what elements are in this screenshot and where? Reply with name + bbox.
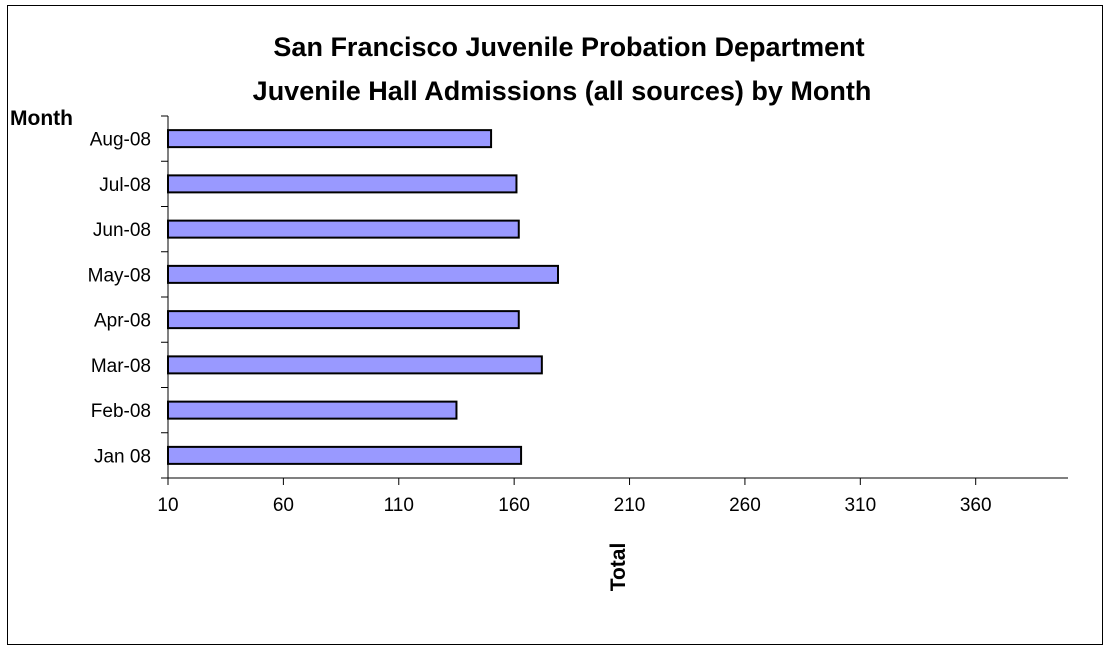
bar-may-08 bbox=[167, 264, 559, 284]
x-tick-label: 210 bbox=[614, 495, 646, 516]
bar-feb-08 bbox=[167, 400, 458, 420]
x-tick-labels: 10 60 110 160 210 260 310 360 bbox=[157, 495, 991, 516]
bar-apr-08 bbox=[167, 310, 520, 330]
y-tick-label: Feb-08 bbox=[91, 401, 151, 422]
x-tick-label: 60 bbox=[273, 495, 294, 516]
y-tick-label: Apr-08 bbox=[94, 311, 151, 332]
bar-mar-08 bbox=[167, 355, 543, 375]
chart-title-line-1: San Francisco Juvenile Probation Departm… bbox=[273, 32, 864, 62]
y-tick-label: Jul-08 bbox=[99, 175, 151, 196]
x-tick-label: 110 bbox=[384, 495, 414, 516]
y-tick-labels: Jan 08 Feb-08 Mar-08 Apr-08 May-08 Jun-08 Jul-… bbox=[88, 130, 151, 468]
y-tick-label: Jan 08 bbox=[94, 446, 151, 467]
x-tick-label: 360 bbox=[960, 495, 992, 516]
bar-jun-08 bbox=[167, 219, 520, 239]
x-tick-label: 160 bbox=[498, 495, 530, 516]
y-tick-label: Jun-08 bbox=[93, 220, 151, 241]
x-axis-label: Total bbox=[607, 543, 630, 592]
x-tick-label: 10 bbox=[157, 495, 178, 516]
chart-title-line-2: Juvenile Hall Admissions (all sources) b… bbox=[253, 76, 872, 106]
x-tick-label: 260 bbox=[729, 495, 761, 516]
bar-aug-08 bbox=[167, 129, 493, 149]
y-axis-label: Month bbox=[10, 107, 73, 130]
axes-group bbox=[161, 115, 1068, 485]
y-tick-label: Mar-08 bbox=[91, 356, 151, 377]
bars-group bbox=[167, 129, 559, 465]
y-tick-label: May-08 bbox=[88, 265, 151, 286]
y-tick-label: Aug-08 bbox=[90, 130, 151, 151]
x-tick-label: 310 bbox=[844, 495, 876, 516]
bar-jul-08 bbox=[167, 174, 518, 194]
bar-jan-08 bbox=[167, 445, 523, 465]
